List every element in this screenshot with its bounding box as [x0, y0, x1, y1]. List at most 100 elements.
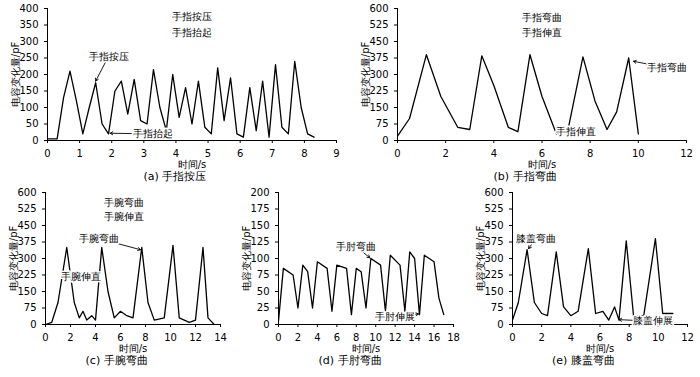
svg-text:手腕弯曲: 手腕弯曲: [79, 233, 119, 244]
svg-text:0: 0: [44, 148, 50, 159]
svg-text:手指弯曲: 手指弯曲: [647, 62, 687, 73]
svg-text:6: 6: [334, 332, 340, 343]
svg-text:150: 150: [18, 286, 37, 297]
svg-text:2: 2: [538, 332, 544, 343]
svg-text:0: 0: [264, 319, 270, 330]
svg-text:0: 0: [276, 332, 282, 343]
svg-text:1: 1: [76, 148, 82, 159]
svg-text:600: 600: [369, 3, 388, 14]
svg-text:0: 0: [30, 319, 36, 330]
svg-text:电容变化量/pF: 电容变化量/pF: [359, 42, 370, 108]
svg-text:300: 300: [369, 69, 388, 80]
svg-text:10: 10: [652, 332, 665, 343]
svg-text:9: 9: [333, 148, 339, 159]
svg-text:225: 225: [484, 269, 503, 280]
svg-text:375: 375: [18, 236, 37, 247]
svg-text:手指抬起: 手指抬起: [172, 27, 212, 38]
svg-text:手指按压: 手指按压: [172, 11, 212, 22]
svg-text:400: 400: [19, 3, 38, 14]
svg-text:手腕伸直: 手腕伸直: [104, 211, 144, 222]
svg-text:0: 0: [394, 148, 400, 159]
svg-text:手指伸直: 手指伸直: [555, 126, 595, 137]
svg-text:300: 300: [18, 253, 37, 264]
svg-text:300: 300: [19, 36, 38, 47]
svg-text:手腕弯曲: 手腕弯曲: [104, 197, 144, 208]
svg-text:2: 2: [295, 332, 301, 343]
svg-text:8: 8: [354, 332, 360, 343]
svg-text:375: 375: [369, 52, 388, 63]
svg-text:0: 0: [509, 332, 515, 343]
svg-text:75: 75: [375, 118, 388, 129]
svg-text:6: 6: [538, 148, 544, 159]
svg-text:7: 7: [269, 148, 275, 159]
svg-text:225: 225: [18, 269, 37, 280]
svg-text:时间/s: 时间/s: [177, 159, 206, 170]
svg-text:450: 450: [484, 220, 503, 231]
svg-text:175: 175: [251, 203, 270, 214]
svg-text:300: 300: [484, 253, 503, 264]
svg-text:时间/s: 时间/s: [119, 343, 148, 354]
svg-text:50: 50: [257, 286, 270, 297]
svg-text:4: 4: [490, 148, 496, 159]
svg-text:2: 2: [108, 148, 114, 159]
svg-text:150: 150: [369, 102, 388, 113]
svg-text:600: 600: [484, 187, 503, 198]
svg-text:100: 100: [19, 102, 38, 113]
svg-text:50: 50: [25, 118, 38, 129]
svg-text:150: 150: [484, 286, 503, 297]
svg-text:150: 150: [19, 85, 38, 96]
svg-text:200: 200: [19, 69, 38, 80]
svg-text:手腕伸直: 手腕伸直: [61, 271, 101, 282]
svg-text:25: 25: [257, 302, 270, 313]
svg-text:8: 8: [626, 332, 632, 343]
svg-text:150: 150: [251, 220, 270, 231]
svg-text:12: 12: [680, 148, 693, 159]
svg-text:手指弯曲: 手指弯曲: [522, 11, 562, 22]
svg-text:8: 8: [586, 148, 592, 159]
svg-text:时间/s: 时间/s: [527, 159, 556, 170]
svg-text:16: 16: [428, 332, 441, 343]
svg-text:4: 4: [92, 332, 98, 343]
svg-text:525: 525: [484, 203, 503, 214]
svg-text:75: 75: [257, 269, 270, 280]
svg-text:0: 0: [32, 135, 38, 146]
svg-text:600: 600: [18, 187, 37, 198]
svg-text:125: 125: [251, 236, 270, 247]
svg-text:时间/s: 时间/s: [352, 343, 381, 354]
svg-text:75: 75: [24, 302, 37, 313]
svg-text:10: 10: [370, 332, 383, 343]
svg-text:75: 75: [491, 302, 504, 313]
svg-text:时间/s: 时间/s: [586, 343, 615, 354]
svg-text:12: 12: [189, 332, 202, 343]
svg-text:膝盖弯曲: 膝盖弯曲: [516, 233, 556, 244]
svg-text:手指按压: 手指按压: [88, 51, 128, 62]
svg-text:250: 250: [19, 52, 38, 63]
svg-text:18: 18: [448, 332, 461, 343]
svg-text:200: 200: [251, 187, 270, 198]
svg-text:450: 450: [369, 36, 388, 47]
svg-text:电容变化量/pF: 电容变化量/pF: [241, 226, 252, 292]
svg-text:4: 4: [172, 148, 178, 159]
svg-text:225: 225: [369, 85, 388, 96]
svg-text:2: 2: [442, 148, 448, 159]
svg-text:14: 14: [409, 332, 422, 343]
svg-text:8: 8: [142, 332, 148, 343]
svg-text:12: 12: [389, 332, 402, 343]
svg-text:手指抬起: 手指抬起: [133, 128, 173, 139]
svg-text:100: 100: [251, 253, 270, 264]
svg-text:电容变化量/pF: 电容变化量/pF: [9, 42, 20, 108]
svg-text:4: 4: [567, 332, 573, 343]
svg-text:0: 0: [497, 319, 503, 330]
svg-text:10: 10: [631, 148, 644, 159]
svg-text:525: 525: [369, 19, 388, 30]
svg-text:6: 6: [236, 148, 242, 159]
svg-text:手指伸直: 手指伸直: [522, 27, 562, 38]
svg-text:2: 2: [67, 332, 73, 343]
svg-text:10: 10: [164, 332, 177, 343]
svg-text:0: 0: [42, 332, 48, 343]
svg-text:6: 6: [597, 332, 603, 343]
svg-text:4: 4: [315, 332, 321, 343]
svg-text:手肘伸展: 手肘伸展: [376, 311, 416, 322]
svg-text:375: 375: [484, 236, 503, 247]
svg-text:电容变化量/pF: 电容变化量/pF: [474, 226, 485, 292]
